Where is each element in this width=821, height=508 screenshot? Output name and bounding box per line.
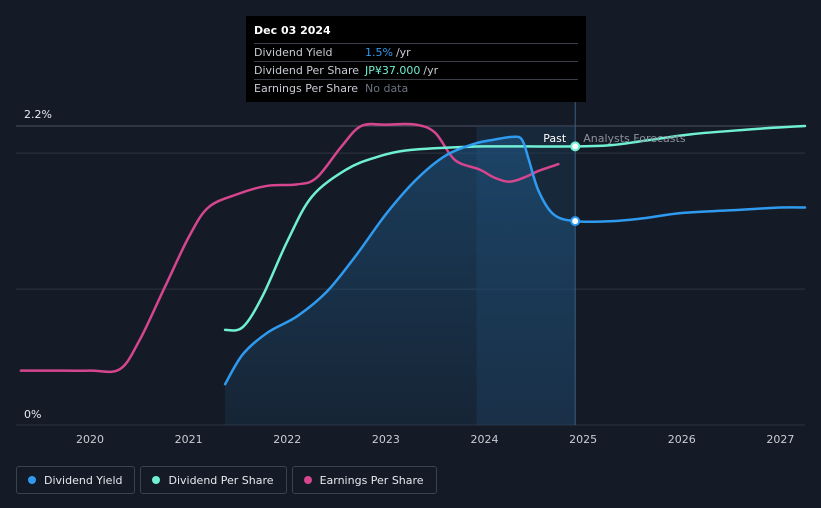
tooltip-value: JP¥37.000: [365, 64, 421, 77]
x-tick-label: 2027: [766, 433, 794, 446]
series-lines: [19, 122, 807, 386]
legend-label: Dividend Per Share: [168, 473, 274, 487]
x-tick-label: 2025: [569, 433, 597, 446]
forecast-label: Analysts Forecasts: [583, 132, 686, 145]
x-tick-label: 2024: [470, 433, 498, 446]
tooltip-label: Earnings Per Share: [254, 82, 359, 95]
legend: Dividend Yield Dividend Per Share Earnin…: [16, 466, 437, 494]
x-tick-label: 2021: [175, 433, 203, 446]
dividend-yield-area-fill: [225, 136, 576, 426]
legend-label: Earnings Per Share: [319, 473, 424, 487]
tooltip-unit: /yr: [395, 46, 411, 59]
legend-dot-icon: [28, 476, 36, 484]
series-markers: [570, 141, 581, 227]
x-tick-label: 2026: [668, 433, 696, 446]
past-label: Past: [543, 132, 567, 145]
y-axis-label-top: 2.2%: [24, 108, 52, 121]
legend-dividend-per-share[interactable]: Dividend Per Share: [140, 466, 287, 494]
legend-label: Dividend Yield: [44, 473, 123, 487]
x-tick-label: 2022: [273, 433, 301, 446]
x-tick-label: 2020: [76, 433, 104, 446]
tooltip: Dec 03 2024 Dividend Yield 1.5% /yr Divi…: [246, 16, 586, 102]
legend-dividend-yield[interactable]: Dividend Yield: [16, 466, 136, 494]
earnings-per-share-line: [19, 122, 560, 374]
tooltip-row-earnings-per-share: Earnings Per Share No data: [254, 79, 578, 97]
y-axis-label-bottom: 0%: [24, 408, 41, 421]
dividend-per-share-marker: [570, 141, 581, 152]
legend-dot-icon: [303, 476, 312, 484]
tooltip-row-dividend-per-share: Dividend Per Share JP¥37.000 /yr: [254, 61, 578, 79]
x-tick-label: 2023: [372, 433, 400, 446]
dividend-yield-line: [223, 135, 807, 386]
axis-labels: 2.2% 0% Past Analysts Forecasts 2020 2021 2022…: [24, 108, 794, 446]
tooltip-label: Dividend Per Share: [254, 64, 360, 77]
tooltip-row-dividend-yield: Dividend Yield 1.5% /yr: [254, 43, 578, 61]
tooltip-value: 1.5%: [365, 46, 393, 59]
legend-earnings-per-share[interactable]: Earnings Per Share: [291, 466, 437, 494]
legend-dot-icon: [152, 476, 161, 484]
tooltip-date: Dec 03 2024: [254, 24, 331, 37]
tooltip-unit: /yr: [423, 64, 439, 77]
dividend-yield-area: [225, 136, 576, 426]
dividend-yield-marker: [570, 216, 581, 227]
tooltip-label: Dividend Yield: [254, 46, 333, 59]
tooltip-value: No data: [365, 82, 409, 95]
